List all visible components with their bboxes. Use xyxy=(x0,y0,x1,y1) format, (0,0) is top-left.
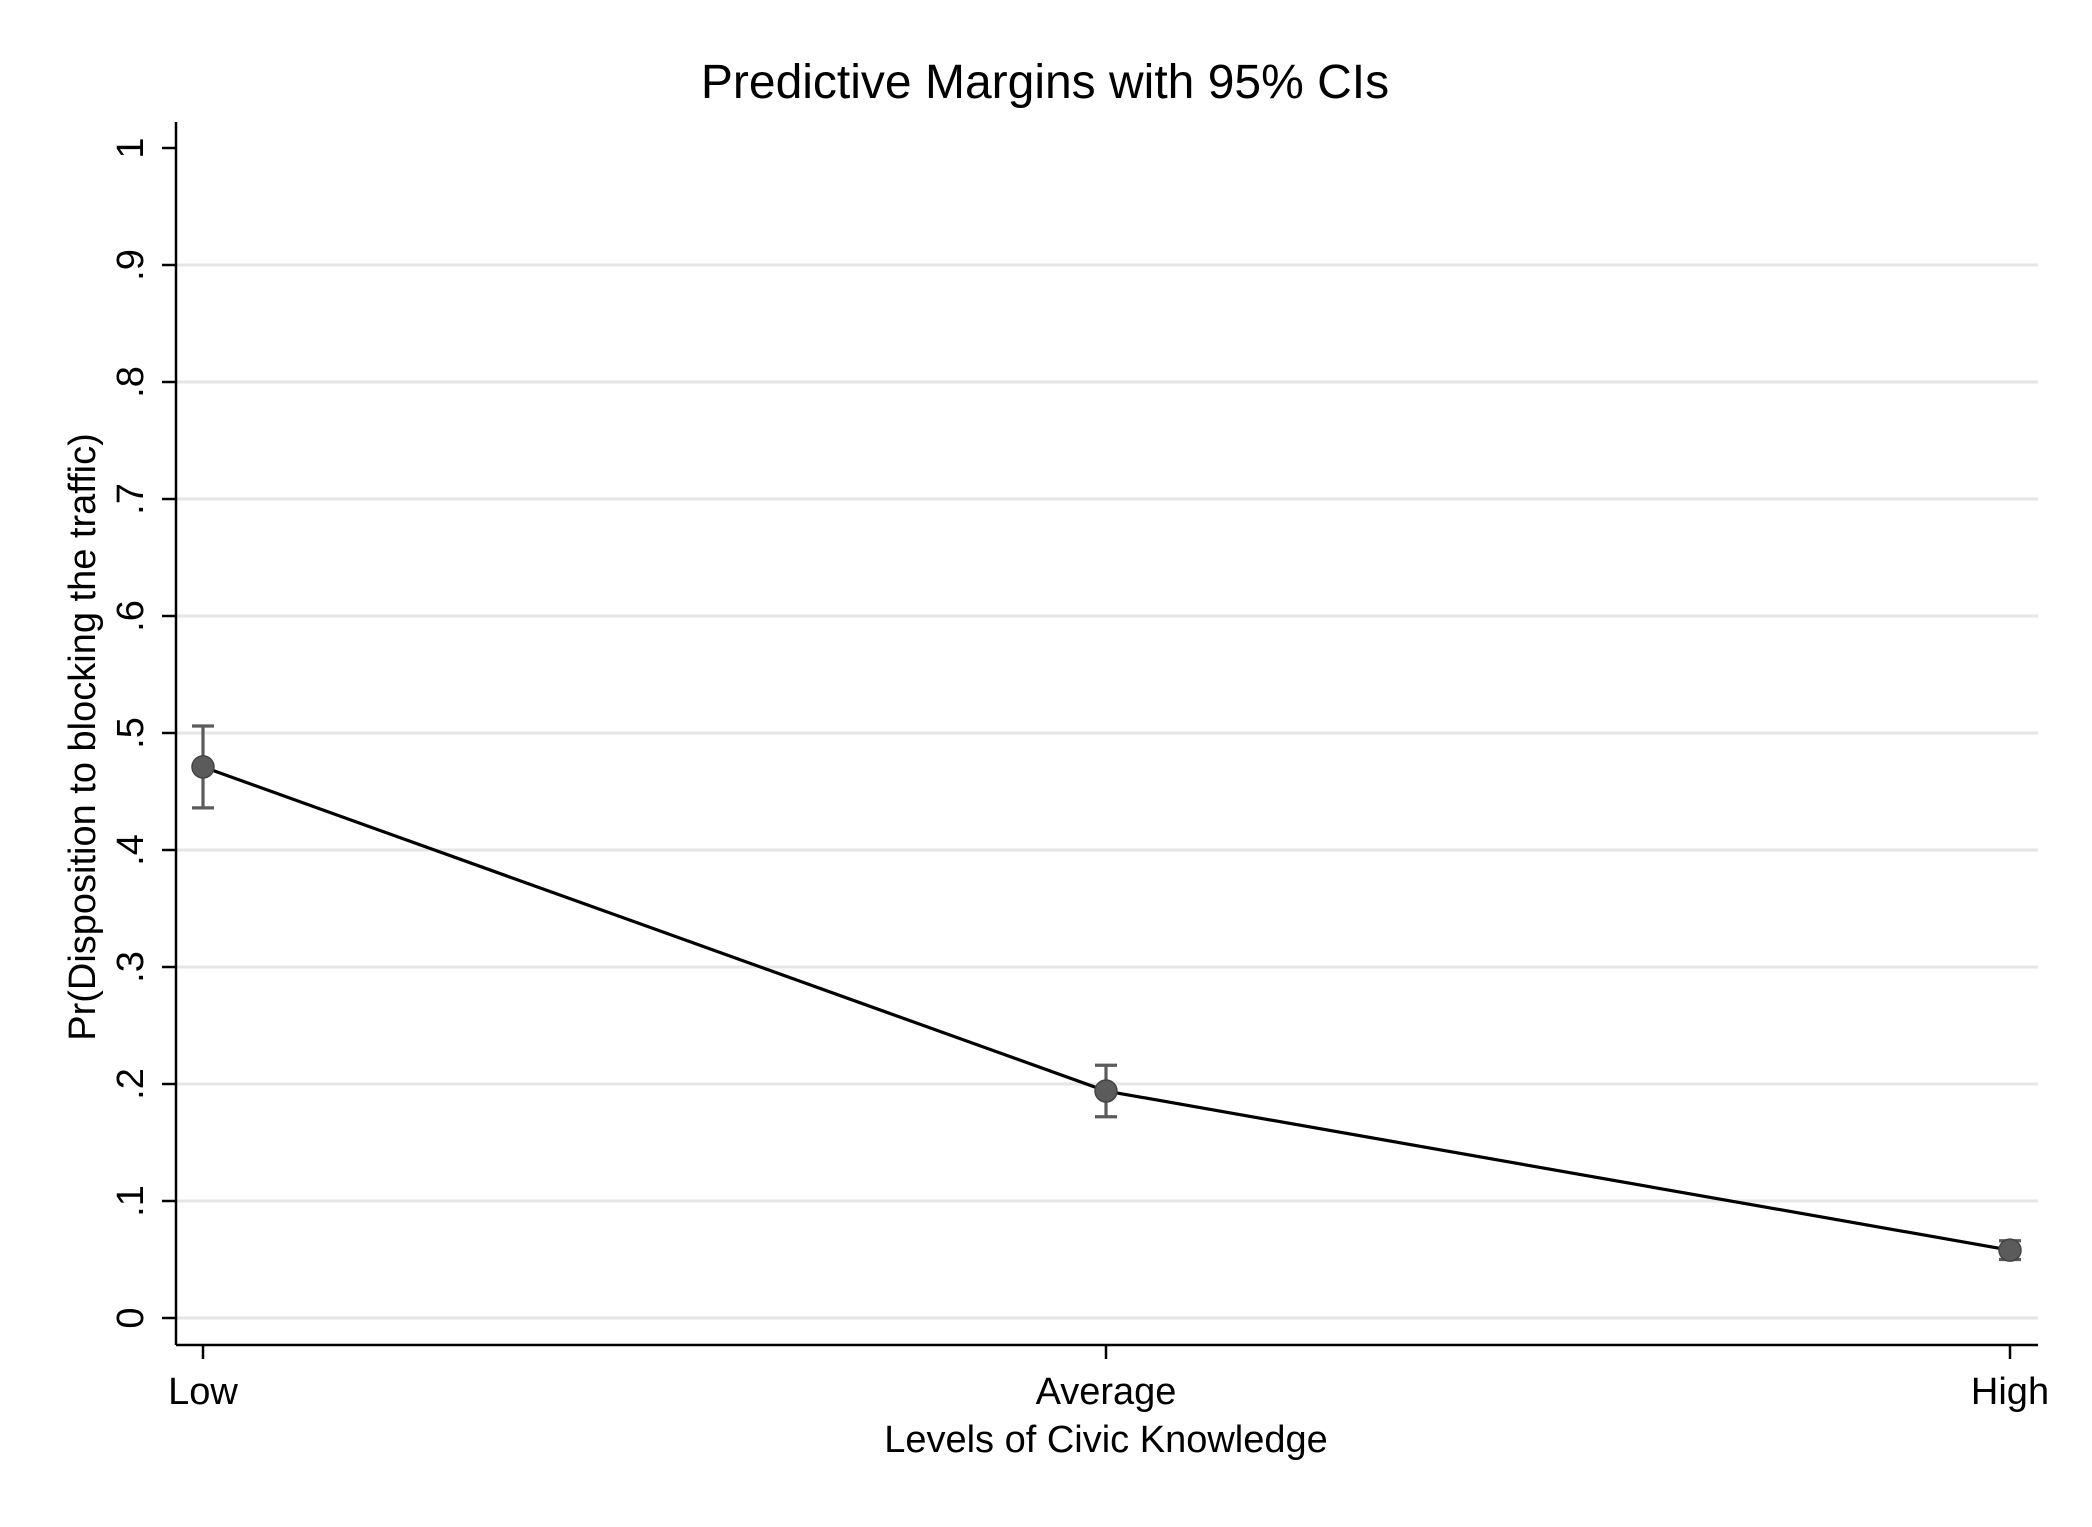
x-axis-label: Levels of Civic Knowledge xyxy=(884,1419,1328,1461)
chart-title: Predictive Margins with 95% CIs xyxy=(701,56,1389,109)
y-tick-label: 1 xyxy=(110,137,152,158)
data-point xyxy=(1094,1079,1118,1103)
y-tick-label: 0 xyxy=(110,1307,152,1328)
series xyxy=(191,724,2022,1262)
x-tick-label: Low xyxy=(168,1371,238,1413)
data-point xyxy=(191,755,215,779)
series-line xyxy=(202,765,2011,1252)
y-tick-label: .3 xyxy=(110,951,152,983)
gridlines xyxy=(176,263,2038,1320)
x-tick-label: High xyxy=(1971,1371,2049,1413)
y-tick-label: .4 xyxy=(110,834,152,866)
y-tick-label: .8 xyxy=(110,366,152,398)
y-axis-label: Pr(Disposition to blocking the traffic) xyxy=(62,433,104,1041)
y-tick-label: .5 xyxy=(110,717,152,749)
y-tick-label: .1 xyxy=(110,1185,152,1217)
x-tick-label: Average xyxy=(1036,1371,1177,1413)
y-tick-label: .7 xyxy=(110,483,152,515)
y-tick-label: .6 xyxy=(110,600,152,632)
axes: 0 .1 .2 .3 .4 .5 .6 .7 .8 .9 1 Low Average High xyxy=(110,122,2049,1413)
y-tick-label: .9 xyxy=(110,249,152,281)
data-point xyxy=(1998,1238,2022,1262)
y-tick-label: .2 xyxy=(110,1068,152,1100)
